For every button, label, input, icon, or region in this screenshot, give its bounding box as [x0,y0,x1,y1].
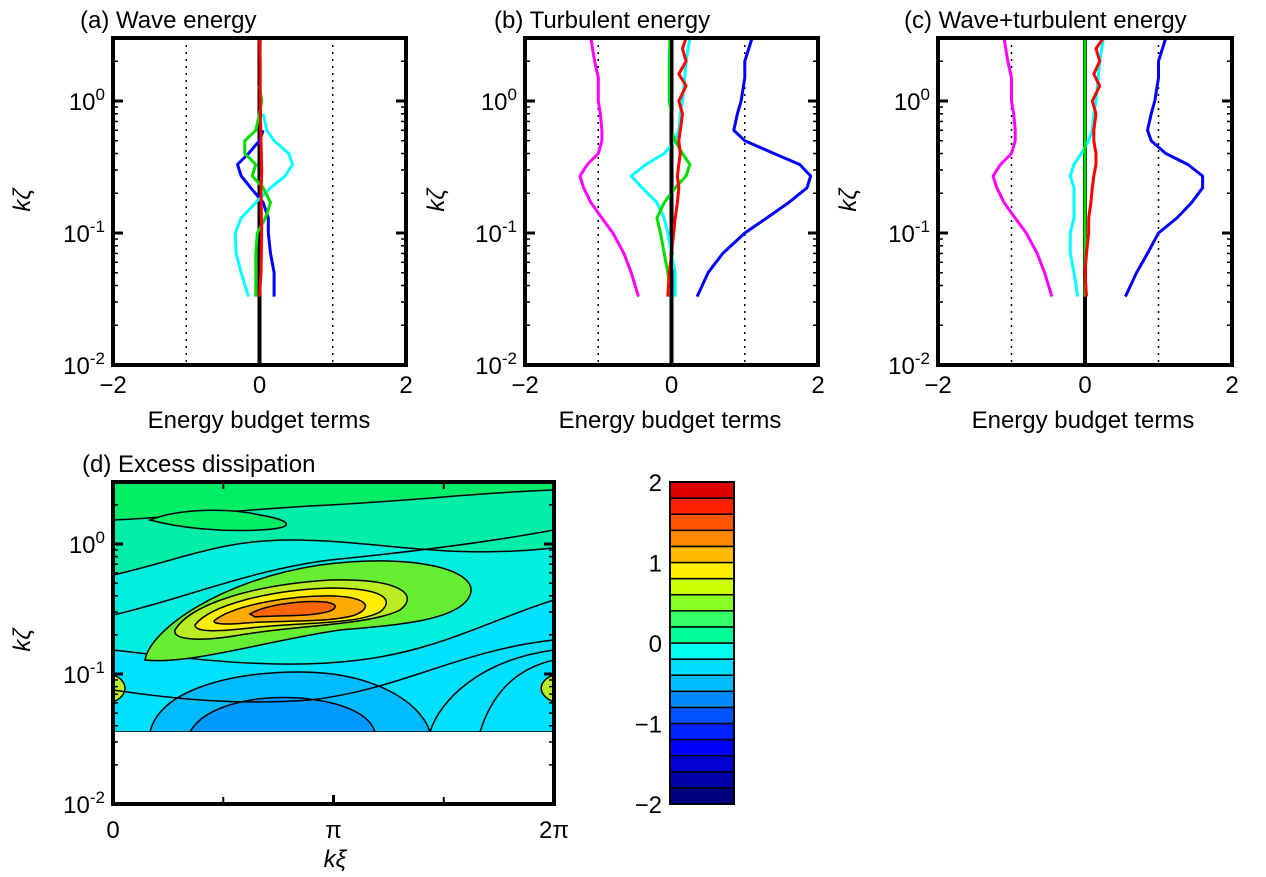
contour-line-2 [429,649,554,733]
colorbar-segment [669,577,735,596]
panel-d-map [113,482,554,733]
panel-c-xtick-label: −2 [924,372,951,399]
panel-d-title: (d) Excess dissipation [82,451,315,478]
panel-d-ytick-label: 10-1 [63,658,105,689]
colorbar-segment [669,642,735,660]
panel-b-xtick-label: 2 [811,372,824,399]
contour-fill-red-orange [248,600,336,618]
panel-c-series-4 [1083,37,1105,297]
panel-a-series-3 [258,37,264,297]
panel-c-ylabel: kζ [835,187,862,212]
colorbar-tick-label: −2 [635,792,662,819]
colorbar-segment [669,545,735,564]
panel-b-series-0 [578,37,640,298]
panel-d-blank-region [113,732,554,804]
panel-b-ytick-label: 100 [481,85,517,116]
colorbar-segment [669,674,735,693]
panel-a: (a) Wave energy 10-2 10-1 100 −2 0 2 Energy b… [9,7,413,434]
panel-c-ytick-label: 10-1 [888,217,930,248]
colorbar-segment [669,738,735,757]
panel-d-frame [111,480,556,806]
panel-a-xtick-label: −2 [99,372,126,399]
panel-b-title: (b) Turbulent energy [494,7,710,34]
panel-a-xtick-label: 0 [253,372,266,399]
panel-a-plot: 10-2 10-1 100 −2 0 2 [63,36,413,399]
panel-a-xlabel: Energy budget terms [148,407,371,434]
panel-c-series-0 [991,37,1054,298]
colorbar-segment [669,722,735,741]
colorbar-segment [669,610,735,628]
contour-line-1 [113,639,554,703]
panel-c-series-1 [1124,37,1205,298]
colorbar-tick-label: −1 [635,712,662,739]
panel-a-series-0 [236,129,276,297]
panel-d: (d) Excess dissipation 10-2 10-1 100 0 π 2π k… [9,451,569,873]
contour-fill-blue [188,696,377,733]
panel-c-ytick-label: 10-2 [888,349,930,380]
colorbar-segment [669,754,735,773]
panel-a-ylabel: kζ [9,187,36,212]
panel-d-xtick-label: 0 [106,817,119,844]
panel-c-plot: 10-2 10-1 100 −2 0 2 [888,36,1239,399]
panel-a-ytick-label: 10-1 [63,217,105,248]
panel-b: (b) Turbulent energy 10-2 10-1 100 −2 0 2 Ene… [423,7,825,434]
panel-a-xtick-label: 2 [399,372,412,399]
colorbar-segment [669,529,735,548]
panel-d-ytick-label: 100 [69,528,105,559]
panel-c-xtick-label: 0 [1078,372,1091,399]
colorbar-tick-label: 0 [649,631,662,658]
panel-b-xtick-label: −2 [511,372,538,399]
contour-line-4 [113,529,554,616]
colorbar-segment [669,787,735,805]
panel-b-ylabel: kζ [423,187,450,212]
colorbar-segment [669,593,735,612]
colorbar-tick-label: 1 [649,551,662,578]
contour-line-3 [479,659,554,733]
panel-c-title: (c) Wave+turbulent energy [904,7,1187,34]
panel-d-xtick-label: 2π [539,817,569,844]
panel-a-ytick-label: 100 [69,85,105,116]
colorbar-segment [669,706,735,725]
colorbar-segment [669,626,735,644]
panel-a-ytick-label: 10-2 [63,349,105,380]
colorbar-segment [669,771,735,789]
panel-d-xlabel: kξ [324,846,348,873]
panel-b-plot: 10-2 10-1 100 −2 0 2 [475,36,825,399]
panel-d-axes: 10-2 10-1 100 0 π 2π [63,480,569,844]
colorbar-frame [669,481,735,805]
panel-b-xtick-label: 0 [665,372,678,399]
panel-d-ylabel: kζ [9,627,36,652]
panel-b-xlabel: Energy budget terms [559,407,782,434]
panel-a-title: (a) Wave energy [80,7,257,34]
panel-d-xtick-label: π [325,817,342,844]
colorbar-segment [669,513,735,532]
panel-b-series-1 [695,37,813,298]
panel-c-ytick-label: 100 [894,85,930,116]
panel-a-series-1 [233,113,294,298]
panel-b-series-4 [666,37,688,297]
panel-b-ytick-label: 10-1 [475,217,517,248]
colorbar-segment [669,690,735,709]
contour-line-top-patch [147,509,287,532]
panel-d-ytick-label: 10-2 [63,788,105,819]
panel-c-xtick-label: 2 [1225,372,1238,399]
colorbar-segment [669,481,735,499]
colorbar-tick-label: 2 [649,470,662,497]
colorbar: −2 −1 0 1 2 [635,470,735,819]
colorbar-segment [669,658,735,676]
panel-b-ytick-label: 10-2 [475,349,517,380]
panel-a-series-2 [243,85,272,297]
panel-c-xlabel: Energy budget terms [972,407,1195,434]
colorbar-segment [669,561,735,580]
panel-c: (c) Wave+turbulent energy 10-2 10-1 100 −2 0… [835,7,1239,434]
colorbar-segment [669,497,735,515]
